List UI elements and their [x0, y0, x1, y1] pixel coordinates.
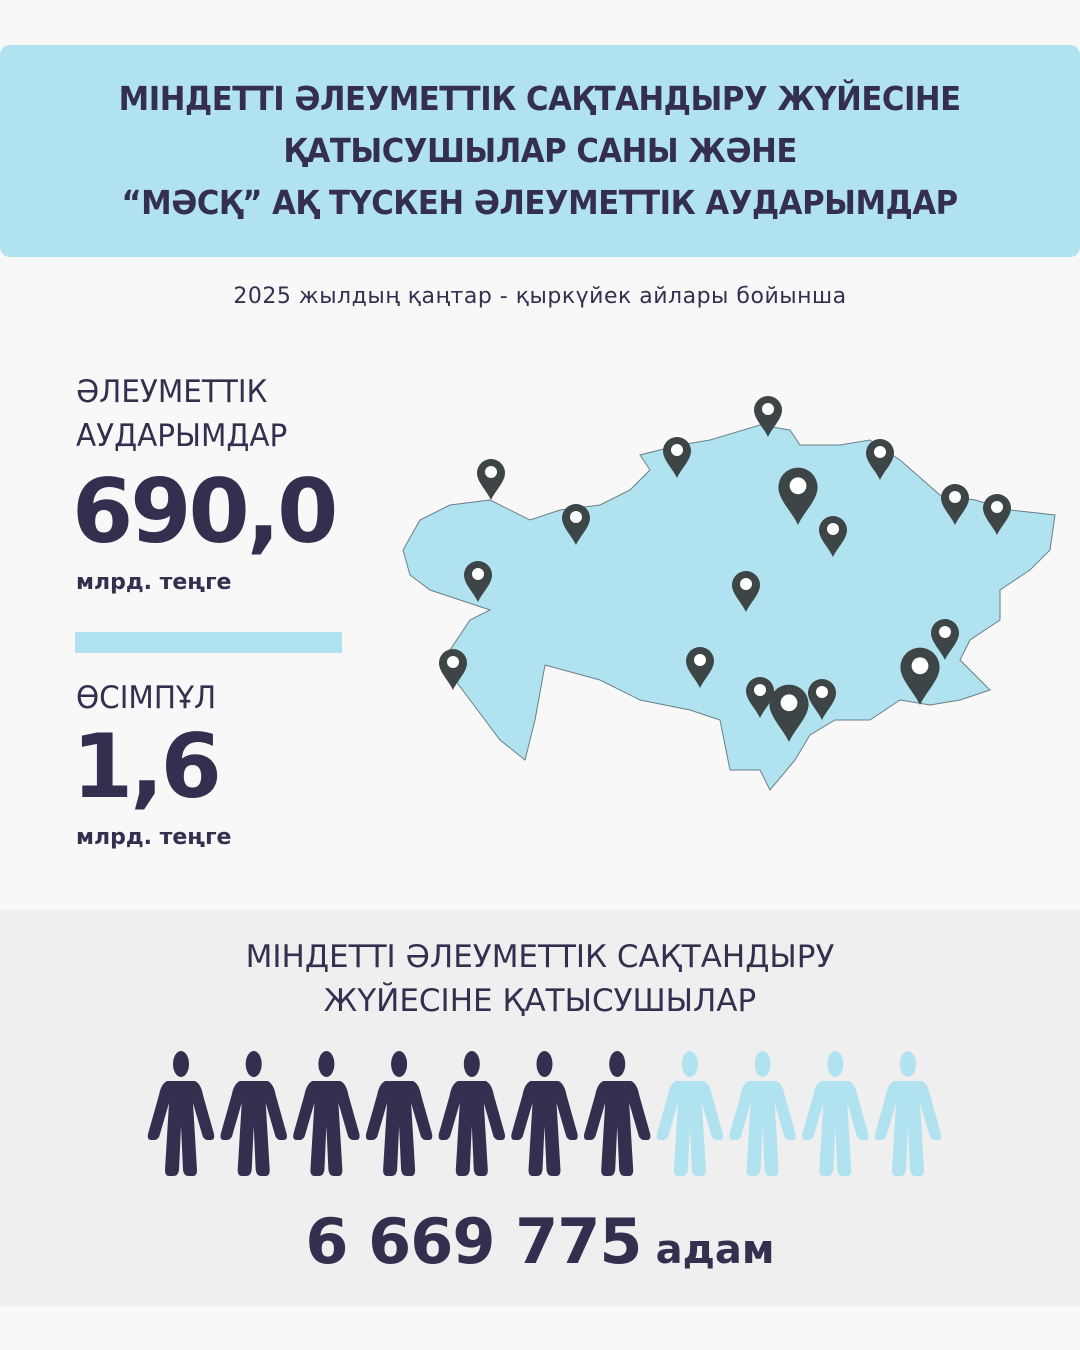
- transfers-label: АУДАРЫМДАР: [76, 418, 288, 454]
- person-icon-filled: [511, 1051, 578, 1176]
- person-icon-filled: [147, 1051, 215, 1176]
- growth-label: ӨСІМПҰЛ: [76, 680, 217, 716]
- participants-value: 6 669 775: [305, 1205, 642, 1278]
- person-icon-filled: [365, 1051, 433, 1176]
- location-pin-icon: [754, 396, 782, 437]
- location-pin-icon: [778, 467, 818, 525]
- person-icon-empty: [729, 1051, 796, 1176]
- location-pin-icon: [746, 677, 774, 718]
- location-pin-icon: [900, 647, 940, 705]
- title-line: ҚАТЫСУШЫЛАР САНЫ ЖӘНЕ: [283, 131, 797, 170]
- title-line: “МӘСҚ” АҚ ТҮСКЕН ӘЛЕУМЕТТІК АУДАРЫМДАР: [121, 183, 959, 222]
- location-pin-icon: [439, 649, 467, 690]
- location-pin-icon: [808, 679, 836, 720]
- people-icons: [147, 1051, 942, 1176]
- person-icon-empty: [874, 1051, 942, 1176]
- location-pin-icon: [732, 571, 760, 612]
- participants-title-line: ЖҮЙЕСІНЕ ҚАТЫСУШЫЛАР: [323, 983, 757, 1019]
- location-pin-icon: [866, 439, 894, 480]
- person-icon-filled: [220, 1051, 287, 1176]
- participants-title-line: МІНДЕТТІ ӘЛЕУМЕТТІК САҚТАНДЫРУ: [245, 939, 835, 975]
- location-pin-icon: [663, 437, 691, 478]
- location-pin-icon: [769, 684, 809, 742]
- location-pin-icon: [931, 619, 959, 660]
- participants-unit: адам: [655, 1227, 775, 1273]
- location-pin-icon: [941, 484, 969, 525]
- title-banner: МІНДЕТТІ ӘЛЕУМЕТТІК САҚТАНДЫРУ ЖҮЙЕСІНЕ …: [0, 45, 1080, 257]
- subtitle: 2025 жылдың қаңтар - қыркүйек айлары бой…: [233, 284, 847, 309]
- title-line: МІНДЕТТІ ӘЛЕУМЕТТІК САҚТАНДЫРУ ЖҮЙЕСІНЕ: [119, 79, 961, 118]
- growth-value: 1,6: [72, 715, 222, 818]
- person-icon-filled: [584, 1051, 651, 1176]
- growth-unit: млрд. теңге: [76, 825, 232, 850]
- location-pin-icon: [686, 647, 714, 688]
- transfers-label: ӘЛЕУМЕТТІК: [76, 374, 268, 410]
- participants-title: МІНДЕТТІ ӘЛЕУМЕТТІК САҚТАНДЫРУ ЖҮЙЕСІНЕ …: [0, 935, 1080, 1023]
- kazakhstan-map: [402, 396, 1056, 791]
- participants-total: 6 669 775 адам: [0, 1205, 1080, 1278]
- location-pin-icon: [562, 504, 590, 545]
- person-icon-empty: [802, 1051, 869, 1176]
- location-pin-icon: [983, 494, 1011, 535]
- person-icon-empty: [656, 1051, 724, 1176]
- person-icon-filled: [438, 1051, 505, 1176]
- transfers-unit: млрд. теңге: [76, 570, 232, 595]
- divider-bar: [75, 632, 342, 653]
- location-pin-icon: [464, 561, 492, 602]
- person-icon-filled: [293, 1051, 360, 1176]
- location-pin-icon: [477, 459, 505, 500]
- location-pin-icon: [819, 516, 847, 557]
- transfers-value: 690,0: [72, 460, 338, 563]
